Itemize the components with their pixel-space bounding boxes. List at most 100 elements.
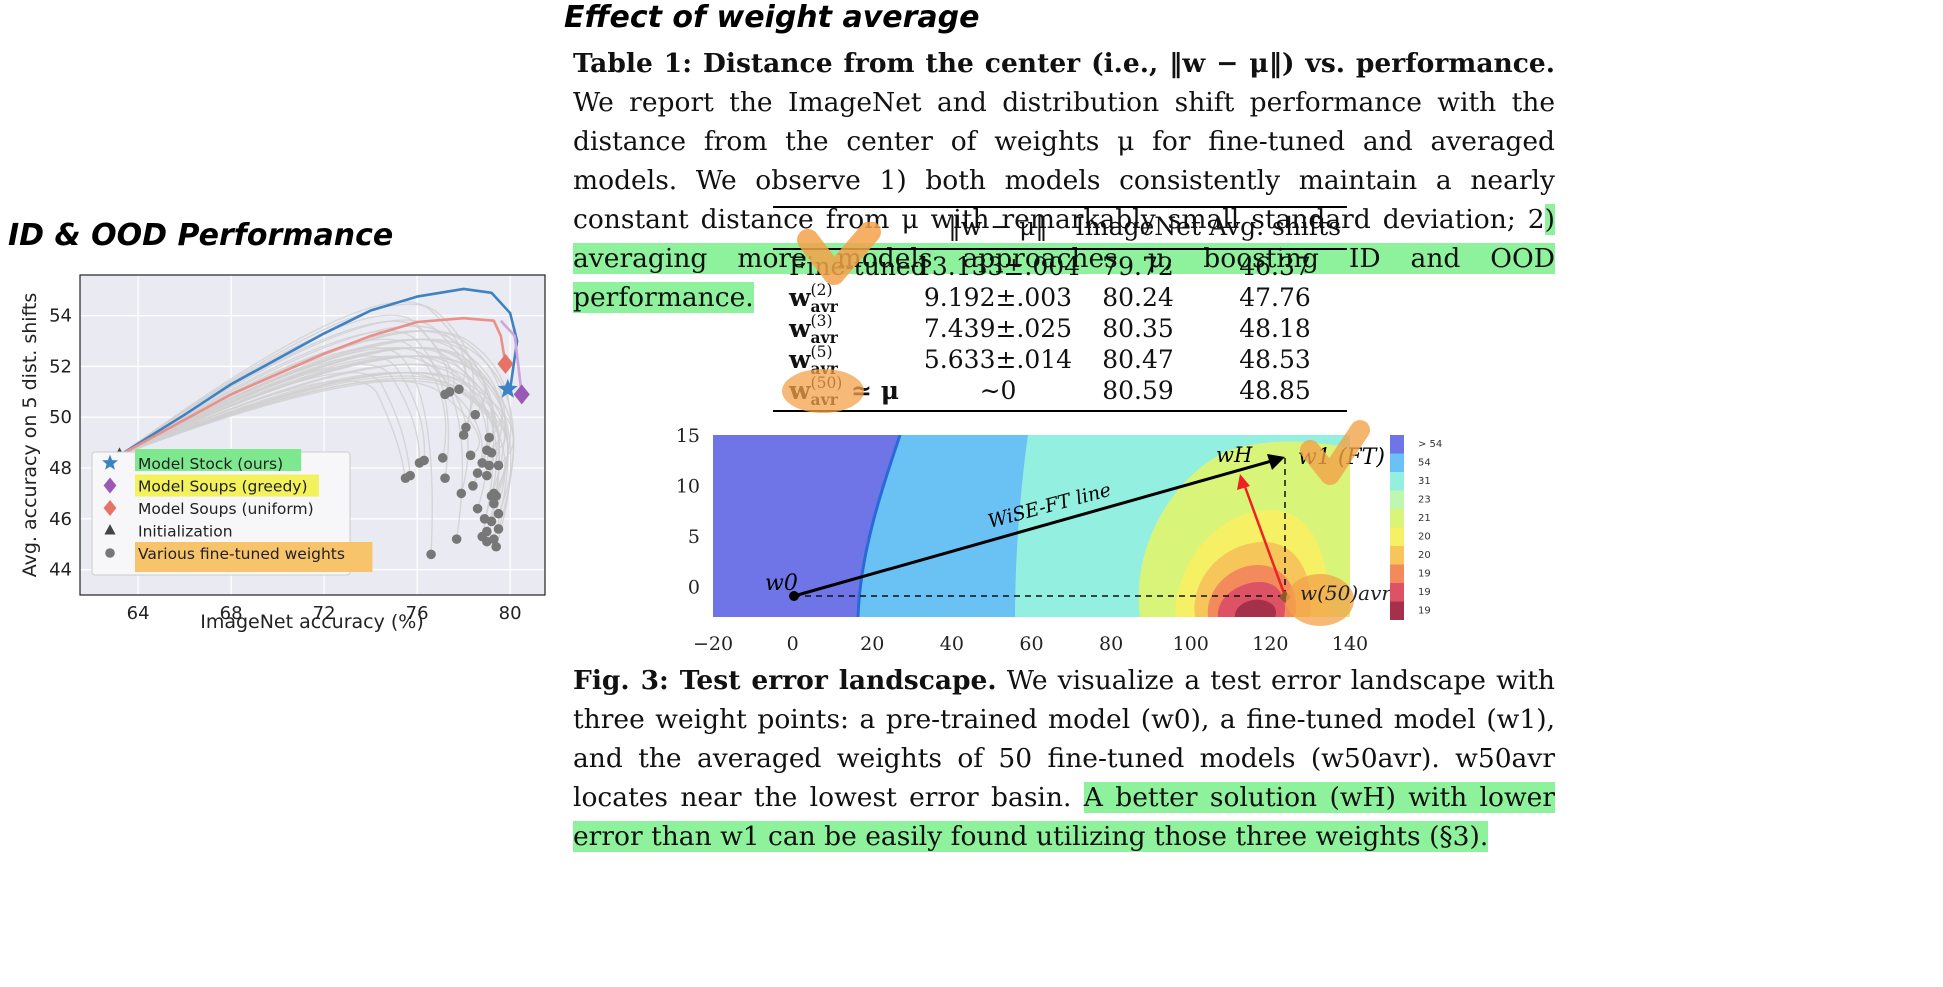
data-point: [482, 526, 492, 537]
colorbar-swatch: [1390, 509, 1404, 528]
orange-circle-mark: [782, 369, 864, 413]
table-cell-dist: 9.192±.003: [923, 283, 1073, 312]
y-tick-label: 46: [49, 509, 72, 530]
figure-caption-title: Fig. 3: Test error landscape.: [573, 665, 997, 696]
legend-highlight: [135, 474, 319, 497]
data-point: [470, 409, 481, 420]
x-tick-label: 80: [1099, 633, 1123, 655]
colorbar: > 54 54 31 23 21 20 20 19 19 19: [1390, 435, 1442, 620]
table-cell-shifts: 48.85: [1239, 376, 1311, 405]
y-tick-label: 48: [49, 458, 72, 479]
data-point: [513, 384, 530, 405]
data-point: [472, 503, 483, 514]
y-tick-label: 54: [49, 306, 72, 327]
data-point: [486, 516, 497, 527]
wise-ft-arrow: [793, 458, 1276, 598]
table-cell-dist: 7.439±.025: [923, 314, 1073, 343]
figure-caption-body: We visualize a test error landscape with…: [573, 665, 1555, 813]
table-cell-dist: 13.133±.004: [915, 252, 1081, 281]
x-tick-label: 64: [127, 603, 150, 624]
x-tick-label: 140: [1332, 633, 1368, 655]
fine-tune-trajectory: [119, 346, 503, 456]
series-curve: [118, 287, 519, 457]
data-point: [489, 498, 499, 509]
row-label: w (2) avr: [789, 281, 838, 316]
figure-caption: Fig. 3: Test error landscape. We visuali…: [573, 661, 1555, 856]
data-point: [468, 480, 478, 491]
legend-highlight: [135, 542, 373, 572]
w0-point: [789, 591, 799, 601]
data-point: [105, 548, 115, 558]
y-tick-label: 10: [676, 476, 700, 498]
data-point: [497, 378, 518, 398]
x-tick-label: 0: [787, 633, 799, 655]
colorbar-label: 19: [1418, 587, 1431, 598]
data-point: [465, 450, 476, 461]
header-distance: ‖w − μ‖: [948, 212, 1048, 241]
legend-label: Initialization: [138, 523, 233, 541]
table-cell-shifts: 48.53: [1239, 345, 1311, 374]
fine-tune-trajectory: [119, 330, 450, 479]
x-tick-label: 20: [860, 633, 884, 655]
table-cell-dist: 5.633±.014: [923, 345, 1073, 374]
data-point: [493, 460, 504, 471]
fine-tune-trajectory: [119, 355, 515, 514]
data-point: [454, 384, 464, 395]
x-tick-label: 76: [406, 603, 429, 624]
table-row: w (3) avr 7.439±.025 80.35 48.18: [773, 313, 1347, 352]
table-cell-shifts: 47.76: [1239, 283, 1311, 312]
series-curve: [118, 316, 507, 457]
table-caption: Table 1: Distance from the center (i.e.,…: [573, 44, 1555, 317]
colorbar-swatch: [1390, 453, 1404, 472]
orange-check-w1: [1300, 420, 1370, 485]
y-tick-label: 50: [49, 407, 72, 428]
header-imagenet: ImageNet: [1074, 212, 1201, 241]
y-tick-label: 5: [688, 526, 700, 548]
colorbar-swatch: [1390, 490, 1404, 509]
table-cell-imagenet: 80.59: [1102, 376, 1174, 405]
x-tick-label: 60: [1019, 633, 1043, 655]
wh-arrow: [1242, 483, 1287, 597]
colorbar-label: > 54: [1418, 439, 1442, 450]
x-tick-label: 100: [1173, 633, 1209, 655]
legend-label: Model Soups (greedy): [138, 478, 308, 496]
data-point: [497, 353, 514, 374]
legend: Model Stock (ours) Model Soups (greedy) Mo…: [91, 449, 373, 576]
data-point: [103, 500, 117, 516]
y-axis-label: Avg. accuracy on 5 dist. shifts: [19, 293, 41, 578]
colorbar-swatch: [1390, 546, 1404, 565]
colorbar-swatch: [1390, 527, 1404, 546]
fine-tune-trajectory: [119, 346, 489, 474]
data-point: [484, 460, 495, 471]
series-curve: [499, 319, 524, 395]
data-point: [426, 549, 436, 560]
data-point: [440, 389, 450, 400]
x-tick-label: −20: [693, 633, 733, 655]
w0-label: w0: [765, 571, 798, 596]
data-point: [451, 534, 462, 544]
colorbar-label: 20: [1418, 550, 1431, 561]
data-point: [440, 473, 450, 483]
y-tick-label: 15: [676, 425, 700, 447]
data-point: [103, 477, 117, 494]
y-tick-label: 0: [688, 577, 700, 599]
data-point: [484, 432, 495, 443]
colorbar-label: 19: [1418, 569, 1431, 580]
table-caption-title: Table 1: Distance from the center (i.e.,…: [573, 48, 1555, 79]
fine-tune-trajectory: [119, 303, 475, 456]
table-row: w (5) avr 5.633±.014 80.47 48.53: [773, 344, 1347, 383]
colorbar-label: 19: [1418, 606, 1431, 617]
colorbar-swatch: [1390, 435, 1404, 454]
data-point: [102, 454, 118, 470]
y-tick-label: 44: [49, 560, 72, 581]
table-cell-dist: ∼0: [979, 376, 1017, 405]
table-row: w (2) avr 9.192±.003 80.24 47.76: [773, 281, 1347, 321]
colorbar-label: 21: [1418, 513, 1431, 524]
colorbar-swatch: [1390, 472, 1404, 491]
legend-label: Various fine-tuned weights: [138, 545, 345, 563]
id-ood-scatter-chart: 64 68 72 76 80 44 46 48 50 52 54 ImageNet accuracy…: [19, 274, 546, 633]
x-tick-label: 72: [313, 603, 336, 624]
colorbar-swatch: [1390, 601, 1404, 620]
landscape-contours: [713, 435, 1350, 617]
